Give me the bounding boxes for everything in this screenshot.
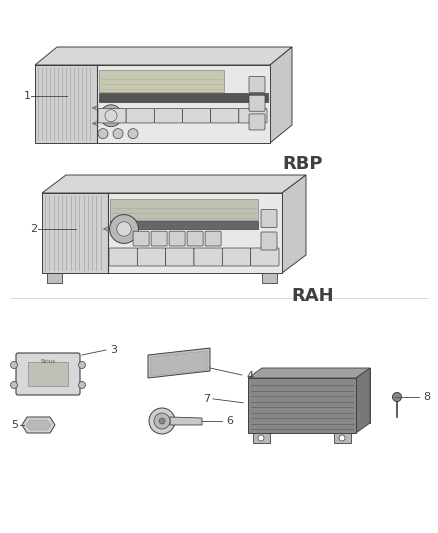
Text: 4: 4: [246, 371, 253, 381]
Text: 2: 2: [30, 224, 38, 234]
FancyBboxPatch shape: [109, 248, 138, 266]
Polygon shape: [35, 65, 270, 143]
FancyBboxPatch shape: [126, 108, 154, 123]
Text: 5: 5: [11, 420, 18, 430]
Polygon shape: [26, 420, 51, 430]
Circle shape: [110, 215, 138, 244]
Polygon shape: [248, 378, 356, 433]
Polygon shape: [282, 175, 306, 273]
Polygon shape: [42, 193, 108, 273]
Polygon shape: [35, 65, 97, 143]
Text: 3: 3: [110, 345, 117, 355]
FancyBboxPatch shape: [187, 231, 203, 246]
FancyBboxPatch shape: [249, 95, 265, 111]
FancyBboxPatch shape: [166, 248, 194, 266]
FancyBboxPatch shape: [205, 231, 221, 246]
FancyBboxPatch shape: [28, 362, 68, 386]
FancyBboxPatch shape: [261, 209, 277, 228]
FancyBboxPatch shape: [154, 108, 183, 123]
Text: RBP: RBP: [282, 155, 322, 173]
Circle shape: [159, 418, 165, 424]
Polygon shape: [151, 351, 207, 376]
FancyBboxPatch shape: [262, 273, 277, 283]
Polygon shape: [248, 368, 370, 378]
FancyBboxPatch shape: [99, 70, 223, 92]
Polygon shape: [253, 433, 270, 443]
Text: RAH: RAH: [291, 287, 334, 305]
FancyBboxPatch shape: [98, 108, 126, 123]
FancyBboxPatch shape: [249, 114, 265, 130]
Circle shape: [105, 110, 117, 122]
FancyBboxPatch shape: [47, 273, 62, 283]
Circle shape: [339, 435, 345, 441]
Polygon shape: [35, 47, 292, 65]
Polygon shape: [42, 175, 306, 193]
Text: 1: 1: [24, 91, 31, 101]
Circle shape: [100, 105, 122, 127]
Text: 8: 8: [423, 392, 430, 402]
FancyBboxPatch shape: [251, 248, 279, 266]
Text: Sirius: Sirius: [40, 359, 56, 364]
Polygon shape: [262, 368, 370, 423]
Circle shape: [11, 382, 18, 389]
FancyBboxPatch shape: [194, 248, 223, 266]
FancyBboxPatch shape: [151, 231, 167, 246]
Circle shape: [258, 435, 264, 441]
Polygon shape: [270, 47, 292, 143]
FancyBboxPatch shape: [110, 221, 258, 229]
Polygon shape: [42, 193, 282, 273]
Circle shape: [113, 128, 123, 139]
FancyBboxPatch shape: [239, 108, 267, 123]
Polygon shape: [334, 433, 351, 443]
Circle shape: [117, 222, 131, 236]
Circle shape: [78, 361, 85, 368]
Text: 7: 7: [203, 394, 210, 404]
Circle shape: [154, 413, 170, 429]
FancyBboxPatch shape: [183, 108, 211, 123]
Circle shape: [78, 382, 85, 389]
Polygon shape: [148, 348, 210, 378]
FancyBboxPatch shape: [16, 353, 80, 395]
FancyBboxPatch shape: [138, 248, 166, 266]
FancyBboxPatch shape: [99, 93, 268, 102]
FancyBboxPatch shape: [261, 232, 277, 250]
FancyBboxPatch shape: [169, 231, 185, 246]
FancyBboxPatch shape: [249, 76, 265, 93]
Circle shape: [98, 128, 108, 139]
FancyBboxPatch shape: [211, 108, 239, 123]
Circle shape: [11, 361, 18, 368]
FancyBboxPatch shape: [110, 199, 258, 220]
Polygon shape: [356, 368, 370, 433]
Text: 6: 6: [226, 416, 233, 426]
Polygon shape: [22, 417, 55, 433]
Circle shape: [392, 392, 402, 401]
FancyBboxPatch shape: [223, 248, 251, 266]
Polygon shape: [170, 417, 202, 425]
Circle shape: [128, 128, 138, 139]
Circle shape: [149, 408, 175, 434]
FancyBboxPatch shape: [133, 231, 149, 246]
